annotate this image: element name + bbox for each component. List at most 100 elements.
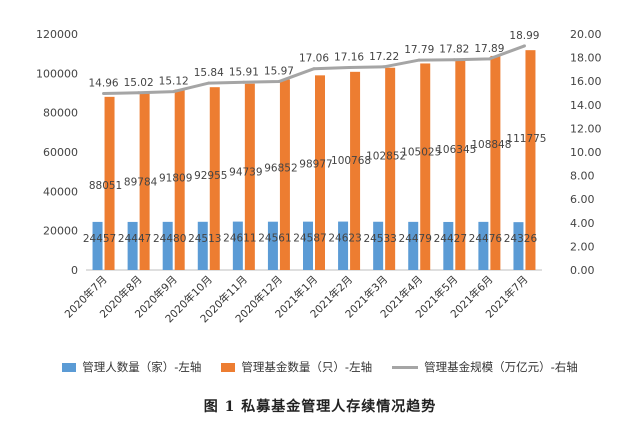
data-label-scale: 17.79 bbox=[404, 44, 434, 56]
line-point-scale bbox=[102, 91, 106, 95]
data-label-managers: 24476 bbox=[469, 233, 503, 245]
data-label-scale: 17.22 bbox=[369, 51, 399, 63]
data-label-managers: 24623 bbox=[328, 233, 361, 245]
data-label-scale: 17.89 bbox=[474, 43, 504, 55]
bar-funds bbox=[174, 89, 185, 271]
data-label-managers: 24457 bbox=[83, 233, 116, 245]
bar-managers bbox=[443, 221, 454, 270]
data-label-managers: 24480 bbox=[153, 233, 186, 245]
bar-managers bbox=[338, 221, 349, 270]
data-label-scale: 15.91 bbox=[229, 66, 259, 78]
data-label-funds: 94739 bbox=[229, 167, 262, 179]
data-label-funds: 92955 bbox=[194, 170, 227, 182]
data-label-managers: 24561 bbox=[258, 233, 291, 245]
data-label-funds: 106345 bbox=[436, 144, 476, 156]
data-label-managers: 24533 bbox=[363, 233, 396, 245]
y-right-tick-label: 4.00 bbox=[570, 217, 595, 230]
bar-managers bbox=[513, 222, 524, 270]
bar-funds bbox=[385, 67, 396, 271]
data-label-funds: 111775 bbox=[506, 133, 546, 145]
bar-managers bbox=[303, 221, 313, 270]
y-right-tick-label: 18.00 bbox=[570, 52, 602, 65]
legend-item-managers: 管理人数量（家）-左轴 bbox=[62, 359, 201, 375]
data-label-scale: 15.84 bbox=[194, 67, 224, 79]
bar-managers bbox=[373, 221, 384, 270]
line-point-scale bbox=[207, 81, 211, 85]
data-label-funds: 102852 bbox=[366, 151, 406, 163]
bar-managers bbox=[232, 221, 243, 270]
data-label-funds: 91809 bbox=[159, 172, 192, 184]
data-label-managers: 24447 bbox=[118, 233, 151, 245]
data-label-funds: 88051 bbox=[89, 180, 122, 192]
y-left-tick-label: 20000 bbox=[43, 225, 78, 238]
bar-funds bbox=[209, 87, 220, 270]
legend-label-funds: 管理基金数量（只）-左轴 bbox=[241, 360, 373, 374]
line-point-scale bbox=[522, 44, 526, 48]
bar-managers bbox=[92, 221, 103, 270]
data-label-scale: 17.16 bbox=[334, 52, 364, 64]
y-right-tick-label: 2.00 bbox=[570, 240, 595, 253]
legend-label-managers: 管理人数量（家）-左轴 bbox=[82, 360, 202, 374]
legend-swatch-managers bbox=[62, 362, 77, 372]
y-right-tick-label: 0.00 bbox=[570, 264, 595, 277]
data-label-managers: 24611 bbox=[223, 233, 256, 245]
chart: 0 20000 40000 60000 80000 100000 120000 0.00 2.0… bbox=[36, 28, 602, 325]
y-right-tick-label: 12.00 bbox=[570, 122, 602, 135]
chart-line bbox=[102, 44, 526, 95]
bar-managers bbox=[408, 221, 419, 270]
data-label-funds: 98977 bbox=[299, 158, 332, 170]
bar-managers bbox=[197, 221, 208, 270]
y-left-tick-label: 80000 bbox=[43, 107, 78, 120]
chart-data-labels: 24457 88051 24447 89784 24480 91809 24513 92955… bbox=[83, 30, 547, 245]
data-label-scale: 17.06 bbox=[299, 53, 329, 65]
bar-funds bbox=[350, 71, 361, 270]
line-point-scale bbox=[417, 58, 421, 62]
chart-bars bbox=[92, 50, 536, 271]
data-label-funds: 89784 bbox=[124, 176, 158, 188]
line-point-scale bbox=[382, 65, 386, 69]
bar-managers bbox=[162, 221, 173, 270]
bar-funds bbox=[104, 96, 115, 270]
bar-funds bbox=[315, 75, 325, 270]
y-right-tick-label: 20.00 bbox=[570, 28, 602, 41]
data-label-managers: 24513 bbox=[188, 233, 221, 245]
y-left-tick-label: 100000 bbox=[36, 67, 78, 80]
data-label-scale: 17.82 bbox=[439, 44, 469, 56]
data-label-scale: 15.02 bbox=[124, 77, 154, 89]
data-label-managers: 24427 bbox=[434, 233, 467, 245]
data-label-funds: 100768 bbox=[331, 155, 371, 167]
data-label-scale: 14.96 bbox=[89, 77, 119, 89]
y-left-tick-label: 0 bbox=[71, 264, 78, 277]
y-left-tick-label: 60000 bbox=[43, 146, 78, 159]
y-right-tick-label: 16.00 bbox=[570, 75, 602, 88]
legend-swatch-funds bbox=[221, 362, 236, 372]
y-right-tick-label: 8.00 bbox=[570, 170, 595, 183]
bar-funds bbox=[525, 50, 536, 270]
bar-managers bbox=[267, 221, 278, 270]
line-point-scale bbox=[242, 80, 246, 84]
data-label-managers: 24326 bbox=[504, 233, 538, 245]
chart-legend: 管理人数量（家）-左轴 管理基金数量（只）-左轴 管理基金规模（万亿元）-右轴 bbox=[0, 357, 640, 377]
bar-managers bbox=[127, 221, 138, 270]
data-label-managers: 24587 bbox=[293, 233, 326, 245]
data-label-scale: 15.97 bbox=[264, 66, 294, 78]
legend-swatch-scale bbox=[392, 365, 419, 369]
bar-funds bbox=[139, 93, 150, 270]
line-point-scale bbox=[347, 66, 351, 70]
bar-funds bbox=[490, 55, 501, 270]
bar-funds bbox=[279, 79, 290, 270]
legend-item-scale: 管理基金规模（万亿元）-右轴 bbox=[392, 359, 578, 375]
y-left-tick-label: 120000 bbox=[36, 28, 78, 41]
legend-label-scale: 管理基金规模（万亿元）-右轴 bbox=[424, 360, 578, 374]
y-left-tick-label: 40000 bbox=[43, 185, 78, 198]
y-right-tick-label: 14.00 bbox=[570, 99, 602, 112]
bar-funds bbox=[455, 60, 466, 271]
line-point-scale bbox=[277, 80, 281, 84]
bar-funds bbox=[420, 63, 431, 270]
data-label-funds: 96852 bbox=[264, 163, 297, 175]
line-point-scale bbox=[487, 57, 491, 61]
bar-managers bbox=[478, 221, 489, 270]
data-label-scale: 18.99 bbox=[509, 30, 539, 42]
line-point-scale bbox=[137, 91, 141, 95]
line-point-scale bbox=[172, 90, 176, 94]
